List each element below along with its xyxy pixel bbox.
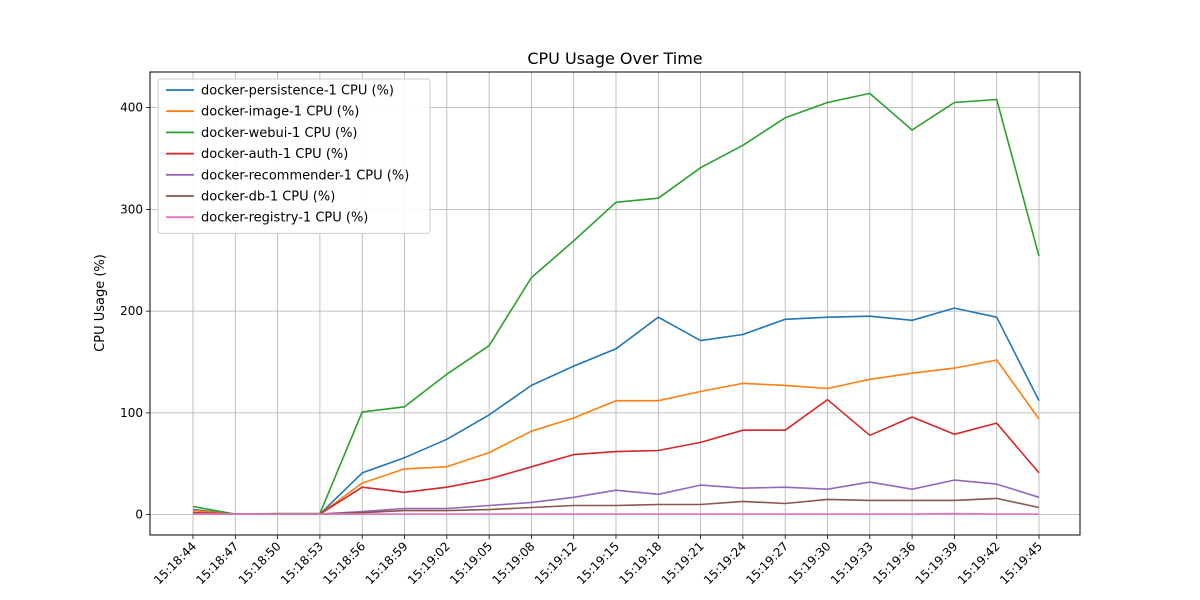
y-axis-ticks: 0 100 200 300 400: [120, 101, 150, 522]
x-tick-label: 15:19:42: [955, 539, 1003, 587]
x-tick-label: 15:18:44: [151, 539, 199, 587]
y-tick-label: 400: [120, 101, 143, 115]
legend: docker-persistence-1 CPU (%) docker-image…: [157, 78, 431, 234]
x-tick-label: 15:19:05: [447, 539, 495, 587]
series-line-docker-auth-1-cpu: [192, 398, 1040, 515]
legend-label: docker-webui-1 CPU (%): [201, 126, 358, 141]
legend-label: docker-persistence-1 CPU (%): [201, 84, 394, 99]
series-line-docker-registry-1-cpu: [193, 512, 1039, 515]
x-tick-label: 15:19:12: [532, 539, 580, 587]
x-tick-label: 15:18:56: [320, 539, 368, 587]
legend-label: docker-image-1 CPU (%): [201, 105, 359, 120]
series-line-docker-persistence-1-cpu: [192, 307, 1040, 515]
x-tick-label: 15:19:18: [616, 539, 664, 587]
x-tick-label: 15:18:50: [236, 539, 284, 587]
x-tick-label: 15:19:08: [490, 539, 538, 587]
series-line-docker-webui-1-cpu: [192, 92, 1040, 515]
x-tick-label: 15:19:02: [405, 539, 453, 587]
x-tick-label: 15:19:45: [997, 539, 1045, 587]
x-tick-label: 15:19:36: [870, 539, 918, 587]
x-axis-ticks: 15:18:4415:18:4715:18:5015:18:5315:18:56…: [151, 535, 1045, 587]
plot-frame: [149, 71, 1081, 536]
legend-label: docker-auth-1 CPU (%): [201, 147, 348, 162]
y-tick-label: 100: [120, 406, 143, 420]
legend-label: docker-registry-1 CPU (%): [201, 211, 368, 226]
x-tick-label: 15:19:33: [828, 539, 876, 587]
x-tick-label: 15:19:15: [574, 539, 622, 587]
y-tick-label: 200: [120, 304, 143, 318]
y-axis-title: CPU Usage (%): [93, 254, 108, 352]
x-tick-label: 15:19:27: [743, 539, 791, 587]
chart-title: CPU Usage Over Time: [527, 49, 702, 68]
y-tick-label: 300: [120, 202, 143, 216]
legend-box: [157, 78, 431, 234]
x-tick-label: 15:19:39: [913, 539, 961, 587]
x-tick-label: 15:18:59: [363, 539, 411, 587]
x-tick-label: 15:19:24: [701, 539, 749, 587]
legend-label: docker-recommender-1 CPU (%): [201, 168, 409, 183]
series-layer: [192, 92, 1040, 515]
x-tick-label: 15:18:47: [193, 539, 241, 587]
x-tick-label: 15:19:30: [786, 539, 834, 587]
legend-label: docker-db-1 CPU (%): [201, 190, 335, 205]
series-line-docker-image-1-cpu: [192, 359, 1040, 515]
y-tick-label: 0: [135, 508, 143, 522]
x-tick-label: 15:18:53: [278, 539, 326, 587]
x-tick-label: 15:19:21: [659, 539, 707, 587]
